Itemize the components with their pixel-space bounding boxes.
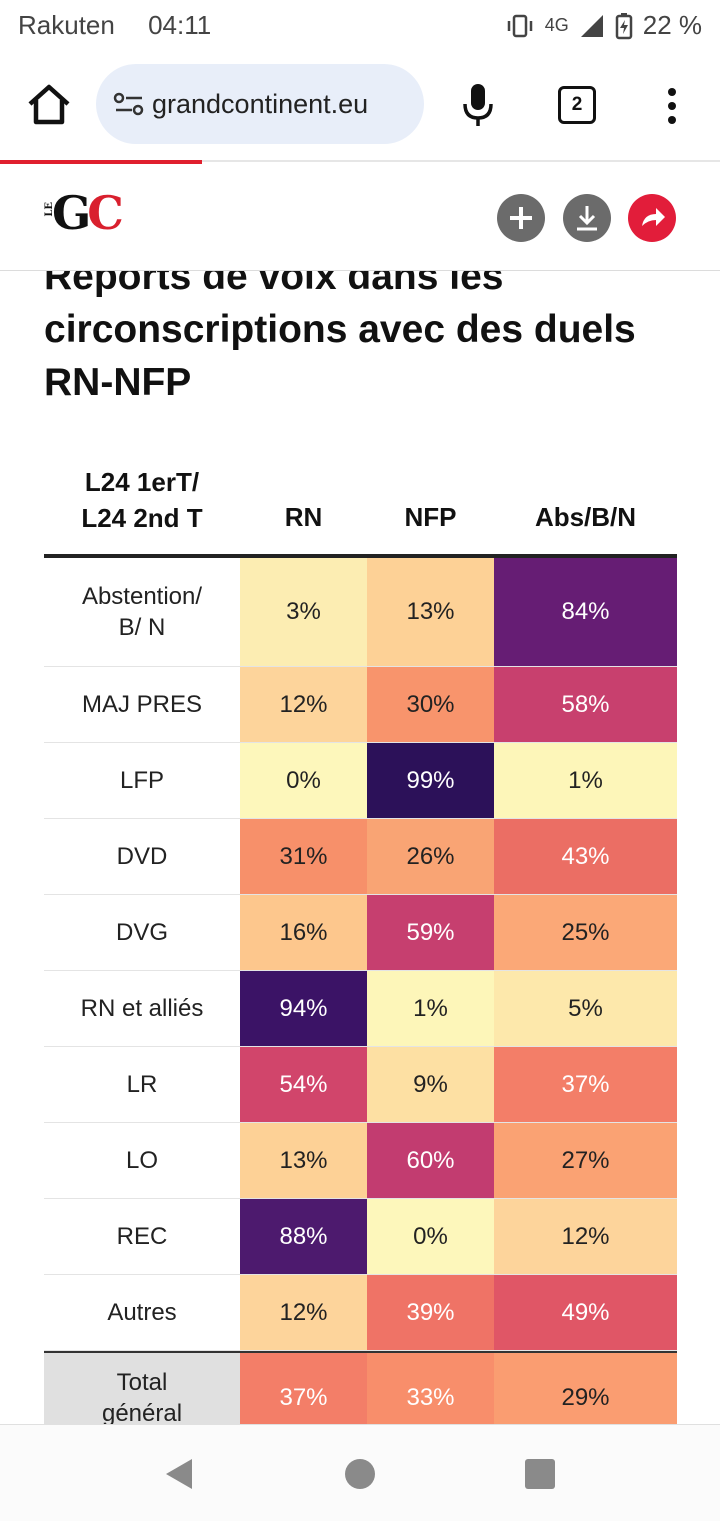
cell-rn: 12% (240, 1275, 367, 1350)
column-header-rn: RN (284, 502, 323, 532)
share-arrow-icon (642, 208, 665, 226)
cell-nfp: 59% (367, 895, 494, 970)
home-icon[interactable] (24, 80, 74, 130)
signal-icon (580, 14, 603, 37)
row-label: LFP (119, 767, 164, 794)
recent-apps-icon[interactable] (525, 1459, 555, 1489)
table-row: REC 88% 0% 12% (44, 1199, 677, 1275)
row-label: LR (126, 1071, 158, 1098)
cell-rn: 31% (240, 819, 367, 894)
article-title: Reports de voix dans les circonscription… (44, 271, 636, 404)
table-row: Autres 12% 39% 49% (44, 1275, 677, 1351)
table-row: DVG 16% 59% 25% (44, 895, 677, 971)
cell-abs: 1% (494, 743, 677, 818)
battery-level: 22 % (642, 10, 702, 40)
cell-nfp: 60% (367, 1123, 494, 1198)
page-load-progress (0, 160, 202, 164)
site-settings-icon[interactable] (112, 89, 146, 119)
cell-abs: 37% (494, 1047, 677, 1122)
plus-icon (510, 207, 532, 229)
row-label: RN et alliés (80, 995, 204, 1022)
cell-rn: 3% (240, 558, 367, 666)
address-bar[interactable]: grandcontinent.eu (96, 64, 424, 144)
url-text: grandcontinent.eu (152, 88, 369, 119)
column-header-abs: Abs/B/N (534, 502, 637, 532)
share-button[interactable] (628, 194, 676, 242)
cell-nfp: 99% (367, 743, 494, 818)
add-button[interactable] (497, 194, 545, 242)
cell-nfp: 9% (367, 1047, 494, 1122)
cell-rn: 13% (240, 1123, 367, 1198)
table-row: DVD 31% 26% 43% (44, 819, 677, 895)
row-label: LO (125, 1147, 158, 1174)
back-icon[interactable] (164, 1457, 194, 1491)
system-navigation-bar (0, 1424, 720, 1521)
table-body: Abstention/ B/ N 3% 13% 84% MAJ PRES 12% 30% 58… (44, 558, 677, 1443)
download-icon (577, 206, 597, 231)
table-row: Abstention/ B/ N 3% 13% 84% (44, 558, 677, 667)
row-label: Abstention/ B/ N (81, 583, 203, 641)
microphone-icon[interactable] (458, 80, 498, 130)
battery-charging-icon (615, 12, 632, 39)
cell-rn: 12% (240, 667, 367, 742)
cell-abs: 27% (494, 1123, 677, 1198)
table-row: LFP 0% 99% 1% (44, 743, 677, 819)
table-row: LR 54% 9% 37% (44, 1047, 677, 1123)
status-bar: Rakuten 04:11 4G 22 % (0, 0, 720, 52)
row-header-label: L24 1erT/ L24 2nd T (81, 467, 203, 533)
cell-nfp: 30% (367, 667, 494, 742)
network-type: 4G (544, 15, 569, 35)
row-label: DVD (116, 843, 168, 870)
carrier-name: Rakuten (18, 10, 115, 40)
table-row: MAJ PRES 12% 30% 58% (44, 667, 677, 743)
table-header: L24 1erT/ L24 2nd T RN NFP Abs/B/N (44, 456, 677, 558)
row-label: DVG (115, 919, 168, 946)
cell-abs: 25% (494, 895, 677, 970)
table-row: RN et alliés 94% 1% 5% (44, 971, 677, 1047)
site-logo[interactable]: LE GC (44, 186, 124, 240)
cell-rn: 54% (240, 1047, 367, 1122)
cell-abs: 84% (494, 558, 677, 666)
cell-rn: 16% (240, 895, 367, 970)
vibrate-icon (507, 14, 532, 37)
cell-nfp: 1% (367, 971, 494, 1046)
cell-nfp: 0% (367, 1199, 494, 1274)
cell-abs: 43% (494, 819, 677, 894)
page-load-track (0, 160, 720, 162)
browser-toolbar: grandcontinent.eu 2 (0, 62, 720, 146)
download-button[interactable] (563, 194, 611, 242)
cell-nfp: 39% (367, 1275, 494, 1350)
cell-nfp: 26% (367, 819, 494, 894)
table-row: LO 13% 60% 27% (44, 1123, 677, 1199)
vote-transfer-table: L24 1erT/ L24 2nd T RN NFP Abs/B/N Abste… (44, 456, 677, 1443)
more-menu-icon[interactable] (660, 84, 684, 128)
row-label: MAJ PRES (81, 691, 203, 718)
row-label: Autres (107, 1299, 177, 1326)
cell-rn: 0% (240, 743, 367, 818)
cell-abs: 12% (494, 1199, 677, 1274)
row-label: REC (116, 1223, 168, 1250)
column-header-nfp: NFP (404, 502, 457, 532)
cell-abs: 5% (494, 971, 677, 1046)
home-nav-icon[interactable] (345, 1459, 375, 1489)
cell-rn: 88% (240, 1199, 367, 1274)
clock-time: 04:11 (148, 10, 212, 40)
site-header: LE GC (0, 168, 720, 271)
tab-switcher-button[interactable]: 2 (558, 86, 596, 124)
cell-rn: 94% (240, 971, 367, 1046)
cell-nfp: 13% (367, 558, 494, 666)
cell-abs: 58% (494, 667, 677, 742)
cell-abs: 49% (494, 1275, 677, 1350)
